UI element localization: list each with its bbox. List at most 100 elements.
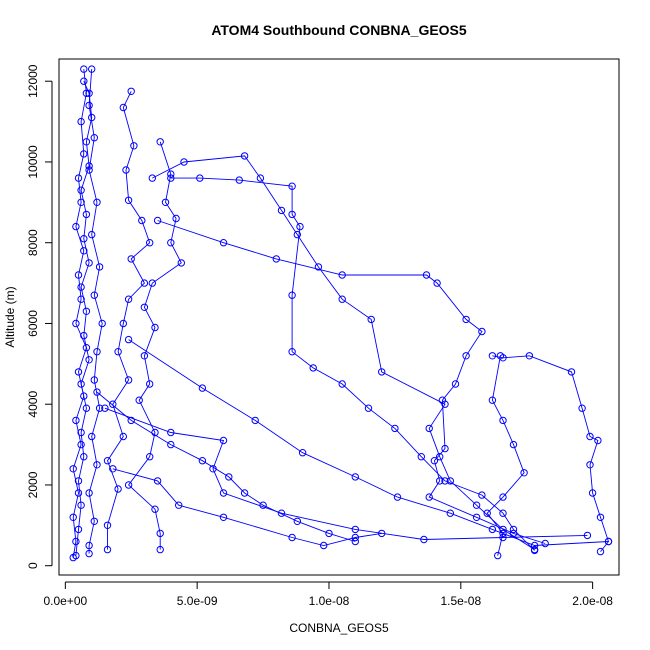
- series-line: [152, 155, 535, 550]
- data-point: [351, 473, 359, 481]
- data-point: [82, 210, 91, 219]
- data-point: [80, 235, 88, 243]
- data-point: [114, 348, 122, 356]
- data-point: [541, 539, 549, 548]
- data-point: [88, 65, 96, 73]
- data-point: [483, 509, 491, 517]
- data-point: [85, 356, 93, 364]
- data-point: [90, 517, 99, 525]
- x-tick-label: 2.0e-08: [572, 594, 613, 608]
- data-point: [85, 89, 93, 98]
- data-point: [288, 533, 296, 542]
- data-point: [80, 392, 88, 400]
- data-point: [588, 489, 597, 497]
- data-point: [148, 279, 157, 287]
- data-point: [122, 166, 130, 174]
- data-point: [74, 489, 83, 497]
- data-point: [80, 77, 88, 85]
- data-point: [167, 170, 175, 178]
- data-point: [148, 174, 157, 182]
- data-point: [520, 469, 528, 477]
- data-point: [462, 352, 470, 360]
- data-point: [74, 271, 83, 279]
- data-point: [177, 259, 186, 267]
- data-point: [509, 529, 518, 538]
- data-point: [293, 517, 301, 525]
- data-point: [98, 319, 106, 328]
- data-point: [72, 222, 80, 231]
- data-point: [77, 428, 85, 437]
- data-point: [146, 453, 154, 461]
- chart-title: ATOM4 Southbound CONBNA_GEOS5: [211, 22, 467, 38]
- y-tick-label: 4000: [26, 391, 40, 418]
- data-point: [338, 380, 346, 388]
- data-point: [180, 158, 188, 166]
- data-point: [235, 176, 244, 184]
- y-tick-label: 2000: [26, 471, 40, 498]
- data-point: [425, 424, 433, 433]
- data-point: [277, 509, 286, 517]
- series-line: [104, 407, 588, 540]
- data-point: [583, 531, 592, 540]
- data-series: [153, 216, 549, 548]
- data-point: [124, 376, 133, 384]
- data-point: [441, 477, 449, 485]
- data-point: [351, 537, 359, 546]
- x-tick-label: 1.5e-08: [440, 594, 481, 608]
- data-point: [436, 477, 444, 485]
- data-point: [156, 545, 164, 554]
- data-point: [80, 453, 88, 461]
- data-point: [422, 271, 431, 279]
- data-point: [364, 404, 373, 412]
- data-point: [85, 541, 93, 550]
- data-point: [436, 453, 444, 461]
- data-point: [138, 216, 146, 225]
- series-line: [106, 91, 151, 550]
- series-line: [486, 355, 525, 556]
- data-point: [151, 505, 159, 513]
- data-point: [93, 348, 101, 356]
- y-tick-label: 12000: [26, 64, 40, 98]
- data-point: [85, 166, 93, 174]
- data-point: [88, 432, 96, 441]
- data-point: [367, 315, 375, 324]
- data-point: [438, 396, 447, 404]
- data-point: [85, 549, 93, 558]
- data-point: [103, 457, 112, 465]
- data-point: [93, 198, 101, 207]
- data-point: [496, 352, 505, 360]
- y-tick-label: 8000: [26, 229, 40, 256]
- data-point: [240, 152, 249, 160]
- data-series: [85, 65, 106, 558]
- data-point: [509, 440, 518, 449]
- data-point: [72, 537, 80, 546]
- data-series: [483, 352, 528, 560]
- data-point: [167, 239, 175, 247]
- data-point: [90, 291, 99, 299]
- data-point: [95, 263, 104, 271]
- data-series: [124, 138, 186, 554]
- data-point: [90, 134, 99, 142]
- data-point: [451, 380, 460, 388]
- data-point: [499, 529, 507, 538]
- data-point: [259, 501, 267, 509]
- data-point: [124, 196, 133, 205]
- data-point: [124, 295, 133, 303]
- data-point: [393, 493, 402, 501]
- data-point: [167, 174, 175, 182]
- data-point: [69, 513, 77, 521]
- data-point: [338, 295, 346, 303]
- data-point: [219, 239, 228, 247]
- data-point: [77, 283, 85, 291]
- data-point: [124, 335, 133, 344]
- data-series: [488, 352, 613, 556]
- data-point: [74, 368, 83, 376]
- data-point: [82, 307, 91, 315]
- x-tick-label: 5.0e-09: [177, 594, 218, 608]
- y-axis-label: Altitude (m): [3, 286, 17, 347]
- data-point: [103, 545, 112, 554]
- data-point: [198, 384, 207, 392]
- data-point: [167, 440, 175, 449]
- data-point: [288, 210, 296, 219]
- data-point: [74, 477, 83, 485]
